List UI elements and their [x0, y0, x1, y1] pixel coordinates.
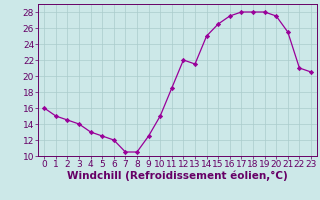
X-axis label: Windchill (Refroidissement éolien,°C): Windchill (Refroidissement éolien,°C): [67, 171, 288, 181]
